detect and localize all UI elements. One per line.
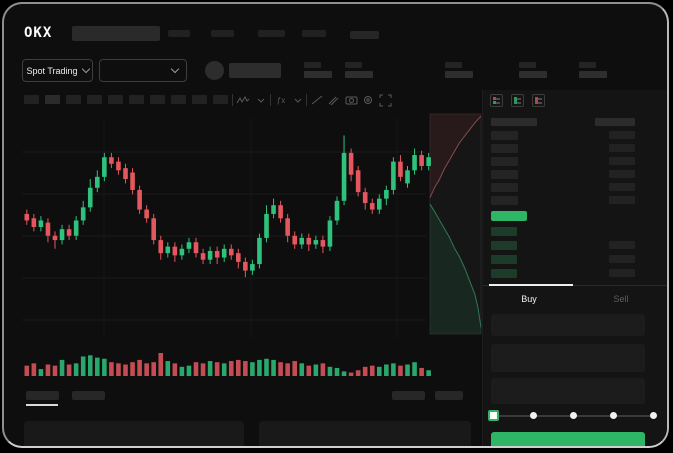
book-combined-icon[interactable]: [490, 94, 503, 107]
active-tab-indicator: [489, 284, 573, 286]
search-input[interactable]: [72, 26, 160, 41]
slider-stop[interactable]: [570, 412, 577, 419]
tabs-divider: [483, 284, 667, 286]
nav-item[interactable]: [258, 30, 285, 37]
orderbook-bid-row[interactable]: [483, 227, 667, 236]
chevron-down-icon[interactable]: [254, 93, 268, 107]
chevron-down-icon[interactable]: [291, 93, 305, 107]
orderbook-bid-row[interactable]: [483, 269, 667, 278]
fullscreen-icon[interactable]: [378, 93, 392, 107]
timeframe-button[interactable]: [108, 95, 123, 104]
slider-stop[interactable]: [610, 412, 617, 419]
price-chart: [22, 113, 482, 376]
price-field[interactable]: [491, 314, 645, 336]
order-book: [483, 90, 667, 308]
amount-slider[interactable]: [488, 410, 657, 422]
stat-block: [579, 62, 607, 78]
nav-item[interactable]: [302, 30, 326, 37]
orderbook-header-price: [491, 118, 537, 126]
bottom-active-tab-underline: [26, 404, 58, 406]
orderbook-ask-row[interactable]: [483, 131, 667, 140]
book-asks-icon[interactable]: [532, 94, 545, 107]
buy-submit-button[interactable]: [491, 432, 645, 446]
orderbook-bid-row[interactable]: [483, 241, 667, 250]
book-bids-icon[interactable]: [511, 94, 524, 107]
slider-handle[interactable]: [488, 410, 499, 421]
draw-icon[interactable]: [326, 93, 340, 107]
orderbook-bid-row[interactable]: [483, 255, 667, 264]
settings-icon[interactable]: [361, 93, 375, 107]
toolbar-divider: [232, 94, 233, 106]
okx-logo: OKX: [24, 25, 53, 41]
tab-sell[interactable]: Sell: [613, 294, 629, 304]
stat-block: [304, 62, 332, 78]
trend-line-icon[interactable]: [310, 93, 324, 107]
history-panel-placeholder: [259, 421, 471, 446]
bottom-action[interactable]: [392, 391, 425, 400]
stat-block: [345, 62, 373, 78]
bottom-tab[interactable]: [72, 391, 105, 400]
last-price-badge: [491, 211, 527, 221]
tab-buy[interactable]: Buy: [521, 294, 537, 304]
orders-panel-placeholder: [24, 421, 244, 446]
timeframe-button[interactable]: [213, 95, 228, 104]
orderbook-ask-row[interactable]: [483, 157, 667, 166]
slider-stop[interactable]: [650, 412, 657, 419]
orderbook-ask-row[interactable]: [483, 196, 667, 205]
timeframe-button[interactable]: [150, 95, 165, 104]
timeframe-button[interactable]: [45, 95, 60, 104]
order-panel: Buy Sell: [482, 90, 667, 446]
indicator-fx-icon[interactable]: ƒx: [276, 95, 286, 105]
timeframe-button[interactable]: [129, 95, 144, 104]
chevron-down-icon: [170, 64, 180, 74]
orderbook-header-amount: [595, 118, 635, 126]
timeframe-button[interactable]: [87, 95, 102, 104]
nav-item[interactable]: [211, 30, 234, 37]
pair-name-placeholder: [229, 63, 281, 78]
app-window: OKX Spot Trading ƒx: [2, 2, 669, 448]
camera-icon[interactable]: [344, 93, 358, 107]
timeframe-button[interactable]: [24, 95, 39, 104]
slider-stop[interactable]: [530, 412, 537, 419]
pair-selector[interactable]: [99, 59, 187, 82]
toolbar-divider: [270, 94, 271, 106]
timeframe-button[interactable]: [66, 95, 81, 104]
nav-item[interactable]: [350, 31, 379, 39]
chevron-down-icon: [81, 64, 90, 74]
coin-icon: [205, 61, 224, 80]
orderbook-ask-row[interactable]: [483, 144, 667, 153]
stat-block: [519, 62, 547, 78]
stat-block: [445, 62, 473, 78]
amount-field[interactable]: [491, 344, 645, 372]
nav-item[interactable]: [168, 30, 190, 37]
toolbar-divider: [306, 94, 307, 106]
market-type-selector[interactable]: Spot Trading: [22, 59, 93, 82]
bottom-tab[interactable]: [26, 391, 59, 400]
bottom-action[interactable]: [435, 391, 463, 400]
orderbook-ask-row[interactable]: [483, 183, 667, 192]
timeframe-button[interactable]: [171, 95, 186, 104]
timeframe-button[interactable]: [192, 95, 207, 104]
chart-style-icon[interactable]: [236, 93, 250, 107]
market-type-label: Spot Trading: [26, 65, 78, 76]
total-field[interactable]: [491, 378, 645, 404]
orderbook-ask-row[interactable]: [483, 170, 667, 179]
